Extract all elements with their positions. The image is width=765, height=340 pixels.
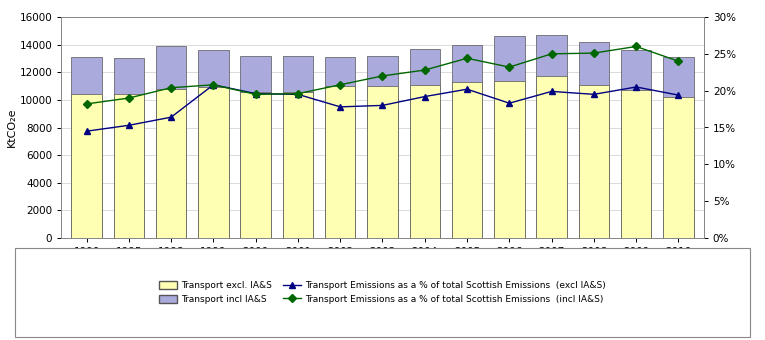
Bar [621, 50, 651, 238]
Bar [240, 91, 271, 238]
Bar [367, 86, 398, 238]
Bar [71, 94, 102, 238]
Bar [452, 45, 482, 238]
Bar [325, 86, 356, 238]
Bar [198, 87, 229, 238]
Bar [494, 36, 525, 238]
Bar [156, 89, 187, 238]
Bar [325, 57, 356, 238]
Bar [494, 81, 525, 238]
FancyBboxPatch shape [15, 248, 750, 337]
Bar [240, 56, 271, 238]
Bar [114, 58, 144, 238]
Bar [198, 50, 229, 238]
Bar [452, 82, 482, 238]
Legend: Transport excl. IA&S, Transport incl IA&S, Transport Emissions as a % of total S: Transport excl. IA&S, Transport incl IA&… [155, 276, 610, 308]
Bar [114, 94, 144, 238]
Bar [409, 49, 440, 238]
Bar [536, 76, 567, 238]
Bar [71, 57, 102, 238]
Y-axis label: KtCO₂e: KtCO₂e [7, 108, 17, 147]
Bar [578, 42, 609, 238]
Bar [367, 56, 398, 238]
Bar [156, 46, 187, 238]
Bar [663, 97, 694, 238]
Bar [536, 35, 567, 238]
Bar [621, 90, 651, 238]
Bar [283, 56, 313, 238]
Bar [578, 85, 609, 238]
Bar [409, 85, 440, 238]
Bar [283, 91, 313, 238]
Bar [663, 57, 694, 238]
